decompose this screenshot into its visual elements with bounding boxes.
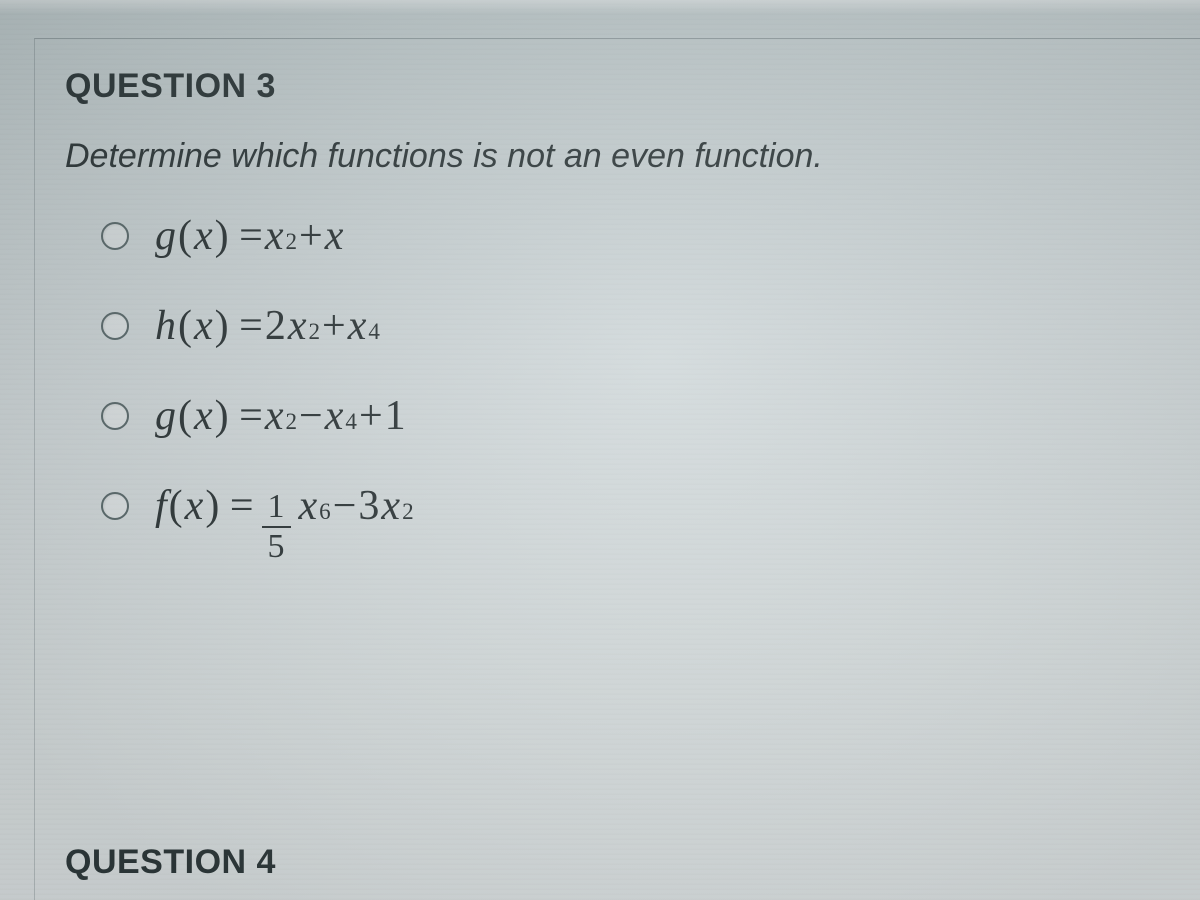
term-op: + xyxy=(322,302,346,350)
fn-name: g xyxy=(155,392,176,440)
fn-var: x xyxy=(185,482,204,530)
fn-name: g xyxy=(155,212,176,260)
options-group: g(x) = x2 + x h(x) = 2x2 + x4 g(x) = x2 xyxy=(65,212,1170,566)
term-var: x xyxy=(325,212,344,260)
paren-close-eq: ) = xyxy=(215,302,263,350)
term-op: + xyxy=(359,392,383,440)
option-1-math: g(x) = x2 + x xyxy=(155,212,343,260)
fraction-den: 5 xyxy=(262,529,291,565)
question-header: QUESTION 3 xyxy=(65,67,1170,106)
term-var: x xyxy=(348,302,367,350)
paren-open: ( xyxy=(169,482,183,530)
question-prompt: Determine which functions is not an even… xyxy=(65,134,1170,178)
term-coef: 2 xyxy=(265,302,286,350)
term-var: x xyxy=(288,302,307,350)
option-2[interactable]: h(x) = 2x2 + x4 xyxy=(101,302,1170,350)
option-1[interactable]: g(x) = x2 + x xyxy=(101,212,1170,260)
fraction-num: 1 xyxy=(262,489,291,525)
term-var: x xyxy=(325,392,344,440)
fn-name: h xyxy=(155,302,176,350)
option-3[interactable]: g(x) = x2 − x4 + 1 xyxy=(101,392,1170,440)
term-op: − xyxy=(299,392,323,440)
fn-var: x xyxy=(194,302,213,350)
option-2-math: h(x) = 2x2 + x4 xyxy=(155,302,380,350)
term-var: x xyxy=(265,392,284,440)
paren-open: ( xyxy=(178,212,192,260)
paren-open: ( xyxy=(178,302,192,350)
term-op: + xyxy=(299,212,323,260)
term-var: x xyxy=(265,212,284,260)
term-var: x xyxy=(381,482,400,530)
fraction: 1 5 xyxy=(262,489,291,564)
next-question-header: QUESTION 4 xyxy=(65,843,276,882)
paren-close-eq: ) = xyxy=(215,392,263,440)
radio-icon[interactable] xyxy=(101,492,129,520)
term-var: x xyxy=(299,482,318,530)
question-card: QUESTION 3 Determine which functions is … xyxy=(34,38,1200,900)
fn-var: x xyxy=(194,392,213,440)
radio-icon[interactable] xyxy=(101,402,129,430)
option-4-math: f(x) = 1 5 x6 − 3x2 xyxy=(155,482,414,566)
paren-open: ( xyxy=(178,392,192,440)
term-coef: 1 xyxy=(385,392,406,440)
screen-highlight-top xyxy=(0,0,1200,14)
term-op: − xyxy=(333,482,357,530)
option-4[interactable]: f(x) = 1 5 x6 − 3x2 xyxy=(101,482,1170,566)
term-coef: 3 xyxy=(358,482,379,530)
radio-icon[interactable] xyxy=(101,222,129,250)
radio-icon[interactable] xyxy=(101,312,129,340)
paren-close-eq: ) = xyxy=(205,482,253,530)
paren-close-eq: ) = xyxy=(215,212,263,260)
fn-name: f xyxy=(155,482,167,530)
fn-var: x xyxy=(194,212,213,260)
option-3-math: g(x) = x2 − x4 + 1 xyxy=(155,392,406,440)
